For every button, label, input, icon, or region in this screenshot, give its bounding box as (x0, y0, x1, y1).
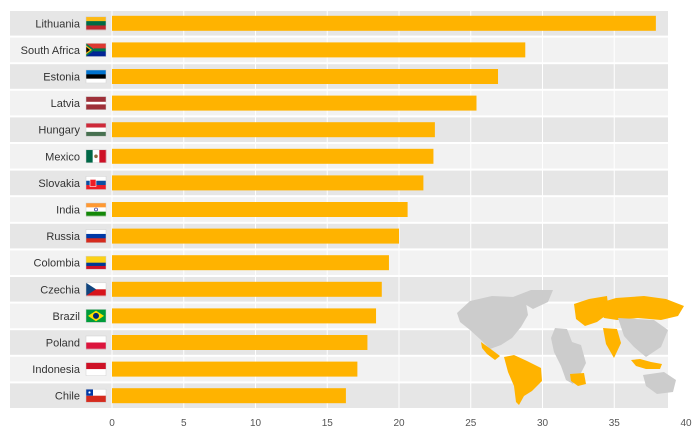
x-tick-label: 5 (181, 418, 187, 429)
x-tick-label: 25 (465, 418, 477, 429)
category-labels: Lithuania South Africa Estonia Latvia Hungar… (21, 18, 81, 402)
category-label: Colombia (34, 258, 81, 270)
bar (112, 228, 399, 244)
colombia-flag-icon (85, 255, 107, 270)
category-label: Czechia (40, 284, 81, 296)
bar (112, 281, 382, 297)
hungary-flag-icon (85, 122, 107, 137)
category-label: Hungary (38, 125, 80, 137)
x-tick-label: 20 (393, 418, 405, 429)
flags (85, 16, 107, 403)
bar (112, 122, 435, 138)
map-region (551, 328, 586, 384)
map-region (643, 372, 676, 394)
category-label: Lithuania (35, 18, 81, 30)
bar (112, 255, 389, 271)
x-axis-tick-labels: 0 5 10 15 20 25 30 35 40 (109, 418, 692, 429)
category-label: Mexico (45, 151, 80, 163)
czechia-flag-icon (85, 282, 107, 297)
bar (112, 202, 408, 217)
bar (112, 69, 499, 84)
map-region-highlighted (481, 342, 500, 360)
latvia-flag-icon (85, 96, 107, 110)
category-label: Estonia (43, 72, 81, 84)
map-region-highlighted (504, 355, 542, 405)
chile-flag-icon (85, 388, 107, 403)
bar (112, 388, 346, 404)
category-label: Indonesia (32, 364, 81, 376)
bar (112, 308, 377, 324)
category-label: Poland (46, 338, 80, 350)
category-label: Latvia (51, 98, 81, 110)
russia-flag-icon (85, 229, 107, 243)
x-tick-label: 35 (609, 418, 621, 429)
map-region-highlighted (603, 328, 621, 358)
world-map-icon (457, 290, 684, 405)
map-region-highlighted (631, 359, 662, 369)
estonia-flag-icon (85, 69, 107, 84)
category-label: Slovakia (38, 178, 80, 190)
map-region (457, 296, 528, 349)
category-label: India (56, 205, 81, 217)
map-region (618, 318, 668, 357)
india-flag-icon (85, 202, 107, 217)
map-region-highlighted (596, 296, 684, 320)
category-label: Chile (55, 391, 80, 403)
x-tick-label: 15 (322, 418, 334, 429)
indonesia-flag-icon (85, 362, 107, 376)
bar (112, 361, 358, 377)
x-tick-label: 30 (537, 418, 549, 429)
lithuania-flag-icon (85, 16, 107, 31)
bar (112, 175, 424, 191)
category-label: South Africa (21, 45, 81, 57)
x-tick-label: 0 (109, 418, 115, 429)
x-tick-label: 40 (680, 418, 692, 429)
bar (112, 335, 368, 350)
poland-flag-icon (85, 335, 107, 350)
category-label: Brazil (52, 311, 80, 323)
bar (112, 15, 656, 31)
category-label: Russia (46, 231, 81, 243)
x-tick-label: 10 (250, 418, 262, 429)
south-africa-flag-icon (85, 43, 107, 57)
bar (112, 148, 434, 164)
bar (112, 42, 526, 58)
brazil-flag-icon (85, 309, 107, 323)
mexico-flag-icon (85, 149, 107, 164)
map-region-highlighted (570, 373, 586, 386)
map-region (513, 290, 553, 309)
bars (112, 15, 656, 404)
slovakia-flag-icon (85, 176, 107, 190)
bar (112, 95, 477, 111)
